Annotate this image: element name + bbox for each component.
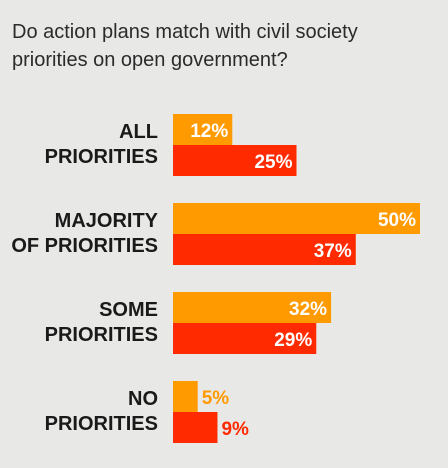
category-label: ALL: [119, 121, 158, 143]
bar: [173, 114, 233, 145]
data-label: 32%: [289, 299, 327, 320]
chart-title: Do action plans match with civil society…: [12, 21, 358, 71]
bar: [173, 381, 198, 412]
data-label: 29%: [274, 330, 312, 351]
category-label: PRIORITIES: [45, 146, 158, 168]
category-label: PRIORITIES: [45, 324, 158, 346]
data-label: 50%: [378, 210, 416, 231]
data-label: 9%: [221, 419, 249, 440]
category-label: OF PRIORITIES: [11, 235, 158, 257]
bar: [173, 412, 218, 443]
category-label: PRIORITIES: [45, 413, 158, 435]
bar: [173, 234, 356, 265]
bar: [173, 145, 297, 176]
category-label: MAJORITY: [55, 210, 159, 232]
category-label: SOME: [99, 299, 158, 321]
data-label: 12%: [190, 121, 228, 142]
data-label: 5%: [202, 388, 230, 409]
bar: [173, 323, 317, 354]
data-label: 37%: [314, 241, 352, 262]
data-label: 25%: [254, 152, 292, 173]
bar: [173, 203, 420, 234]
bar: [173, 292, 332, 323]
category-label: NO: [128, 388, 158, 410]
